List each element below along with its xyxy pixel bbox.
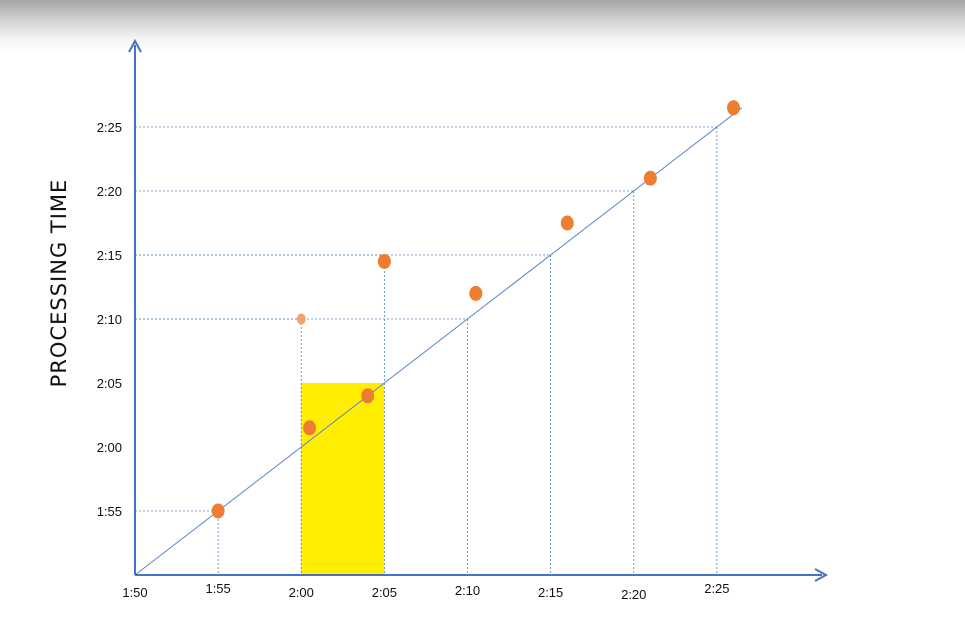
- x-axis-arrow: [814, 568, 829, 582]
- data-point: [560, 215, 574, 231]
- y-tick-label: 2:05: [97, 376, 122, 391]
- data-point: [296, 313, 306, 325]
- x-tick-label: 2:15: [538, 585, 563, 600]
- y-tick-label: 2:25: [97, 120, 122, 135]
- y-axis-arrow: [128, 38, 142, 53]
- data-point: [727, 100, 740, 116]
- data-point: [303, 420, 317, 436]
- data-point: [377, 253, 391, 269]
- x-tick-label: 2:10: [455, 583, 480, 598]
- x-tick-label: 2:20: [621, 587, 646, 602]
- data-point: [211, 503, 225, 519]
- y-tick-label: 2:00: [97, 440, 122, 455]
- x-tick-label: 1:55: [205, 581, 230, 596]
- top-shade: [0, 0, 965, 52]
- reference-line: [134, 107, 743, 576]
- y-tick-label: 2:10: [97, 312, 122, 327]
- y-tick-label: 2:20: [97, 184, 122, 199]
- y-axis-label: PROCESSING TIME: [47, 178, 71, 388]
- x-tick-label: 2:25: [704, 581, 729, 596]
- y-tick-label: 2:15: [97, 248, 122, 263]
- x-tick-label: 2:05: [372, 585, 397, 600]
- x-tick-label: 2:00: [289, 585, 314, 600]
- y-tick-label: 1:55: [97, 504, 122, 519]
- data-point: [469, 285, 483, 301]
- data-point: [643, 170, 657, 186]
- data-point: [361, 388, 375, 404]
- x-tick-label: 1:50: [122, 585, 147, 600]
- highlight-window: [301, 383, 385, 575]
